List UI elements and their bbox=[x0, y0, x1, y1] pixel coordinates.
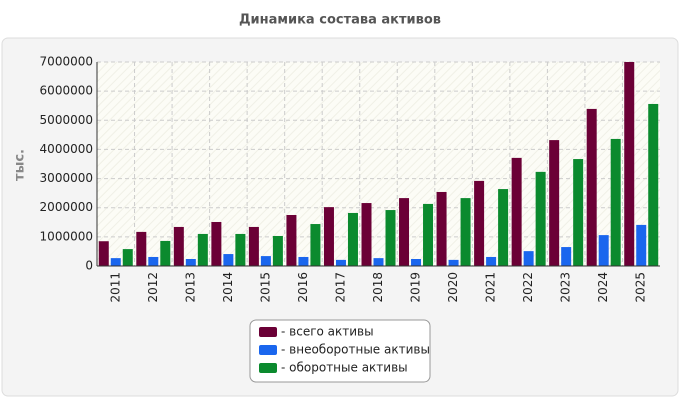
y-tick-label: 4000000 bbox=[40, 142, 93, 156]
x-tick-label: 2015 bbox=[258, 272, 272, 303]
bar bbox=[272, 235, 283, 266]
bar bbox=[610, 138, 621, 266]
bar bbox=[248, 226, 259, 266]
bar bbox=[423, 203, 434, 266]
bar bbox=[347, 212, 358, 266]
x-tick-label: 2023 bbox=[559, 272, 573, 303]
bar bbox=[235, 233, 246, 266]
y-axis-label: тыс. bbox=[13, 149, 28, 181]
chart-title: Динамика состава активов bbox=[239, 13, 441, 28]
bar bbox=[286, 215, 297, 266]
bar bbox=[223, 254, 234, 266]
plot-area bbox=[97, 62, 660, 266]
legend-label: - внеоборотные активы bbox=[281, 343, 430, 357]
bar bbox=[98, 241, 109, 266]
bar bbox=[586, 108, 597, 266]
bar bbox=[211, 221, 222, 266]
legend-swatch bbox=[259, 363, 277, 373]
bar bbox=[523, 251, 534, 266]
bar bbox=[411, 259, 422, 266]
bar bbox=[185, 259, 196, 266]
bar bbox=[460, 198, 471, 266]
bar bbox=[260, 256, 271, 266]
bar bbox=[399, 198, 410, 266]
x-tick-label: 2017 bbox=[333, 272, 347, 303]
bar bbox=[598, 235, 609, 266]
x-tick-label: 2022 bbox=[521, 272, 535, 303]
bar bbox=[624, 62, 635, 266]
bar bbox=[448, 259, 459, 266]
bar bbox=[498, 189, 509, 266]
bar bbox=[298, 256, 309, 266]
bar bbox=[323, 207, 334, 266]
x-tick-label: 2019 bbox=[409, 272, 423, 303]
legend-swatch bbox=[259, 327, 277, 337]
bar bbox=[549, 140, 560, 266]
bar bbox=[486, 256, 497, 266]
bar bbox=[561, 247, 572, 266]
bar bbox=[197, 233, 208, 266]
bar bbox=[474, 180, 485, 266]
legend-label: - оборотные активы bbox=[281, 361, 408, 375]
x-tick-label: 2012 bbox=[146, 272, 160, 303]
bar bbox=[648, 103, 659, 266]
bar bbox=[335, 259, 346, 266]
y-tick-label: 3000000 bbox=[40, 171, 93, 185]
x-tick-label: 2025 bbox=[634, 272, 648, 303]
y-tick-label: 7000000 bbox=[40, 55, 93, 69]
bar bbox=[385, 210, 396, 266]
bar bbox=[535, 171, 546, 266]
x-tick-label: 2016 bbox=[296, 272, 310, 303]
bar bbox=[136, 231, 147, 266]
x-tick-label: 2011 bbox=[108, 272, 122, 303]
y-tick-label: 6000000 bbox=[40, 84, 93, 98]
y-tick-label: 2000000 bbox=[40, 200, 93, 214]
bar bbox=[361, 203, 372, 266]
bar bbox=[122, 249, 133, 266]
x-tick-label: 2020 bbox=[446, 272, 460, 303]
bar bbox=[148, 256, 159, 266]
x-tick-label: 2024 bbox=[596, 272, 610, 303]
legend-label: - всего активы bbox=[281, 325, 374, 339]
bar bbox=[573, 159, 584, 266]
bar bbox=[110, 258, 121, 266]
bar bbox=[160, 240, 171, 266]
x-tick-label: 2014 bbox=[221, 272, 235, 303]
x-tick-label: 2018 bbox=[371, 272, 385, 303]
x-tick-label: 2021 bbox=[484, 272, 498, 303]
y-tick-label: 5000000 bbox=[40, 113, 93, 127]
legend bbox=[249, 319, 431, 383]
legend-swatch bbox=[259, 345, 277, 355]
y-tick-label: 1000000 bbox=[40, 229, 93, 243]
bar bbox=[173, 226, 184, 266]
y-tick-label: 0 bbox=[85, 259, 93, 273]
bar bbox=[436, 191, 447, 266]
bar bbox=[511, 157, 522, 266]
bar bbox=[636, 224, 647, 266]
x-tick-label: 2013 bbox=[183, 272, 197, 303]
bar bbox=[373, 258, 384, 266]
bar bbox=[310, 224, 321, 266]
